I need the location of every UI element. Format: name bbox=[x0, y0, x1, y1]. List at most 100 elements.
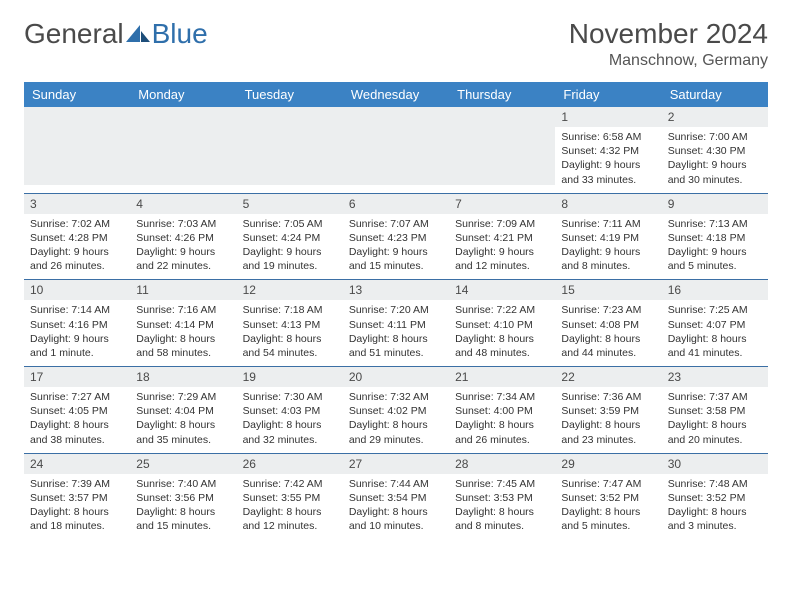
sunrise-text: Sunrise: 6:58 AM bbox=[561, 130, 655, 144]
day-content: Sunrise: 7:25 AMSunset: 4:07 PMDaylight:… bbox=[662, 300, 768, 366]
day-cell: 18Sunrise: 7:29 AMSunset: 4:04 PMDayligh… bbox=[130, 367, 236, 454]
day-number: 29 bbox=[555, 454, 661, 474]
day-content: Sunrise: 7:48 AMSunset: 3:52 PMDaylight:… bbox=[662, 474, 768, 540]
day-cell: 9Sunrise: 7:13 AMSunset: 4:18 PMDaylight… bbox=[662, 193, 768, 280]
day-cell: 23Sunrise: 7:37 AMSunset: 3:58 PMDayligh… bbox=[662, 367, 768, 454]
daylight-text: Daylight: 8 hours and 58 minutes. bbox=[136, 332, 230, 360]
daylight-text: Daylight: 8 hours and 41 minutes. bbox=[668, 332, 762, 360]
day-content: Sunrise: 7:34 AMSunset: 4:00 PMDaylight:… bbox=[449, 387, 555, 453]
day-number: 27 bbox=[343, 454, 449, 474]
day-content: Sunrise: 7:18 AMSunset: 4:13 PMDaylight:… bbox=[237, 300, 343, 366]
daylight-text: Daylight: 9 hours and 30 minutes. bbox=[668, 158, 762, 186]
day-number: 30 bbox=[662, 454, 768, 474]
sunset-text: Sunset: 4:10 PM bbox=[455, 318, 549, 332]
day-content: Sunrise: 7:03 AMSunset: 4:26 PMDaylight:… bbox=[130, 214, 236, 280]
sunrise-text: Sunrise: 7:42 AM bbox=[243, 477, 337, 491]
day-cell: 21Sunrise: 7:34 AMSunset: 4:00 PMDayligh… bbox=[449, 367, 555, 454]
day-cell: 20Sunrise: 7:32 AMSunset: 4:02 PMDayligh… bbox=[343, 367, 449, 454]
day-number: 18 bbox=[130, 367, 236, 387]
day-cell bbox=[24, 107, 130, 193]
day-content bbox=[130, 127, 236, 185]
daylight-text: Daylight: 9 hours and 33 minutes. bbox=[561, 158, 655, 186]
logo-word2: Blue bbox=[152, 18, 208, 50]
day-number: 8 bbox=[555, 194, 661, 214]
daylight-text: Daylight: 8 hours and 38 minutes. bbox=[30, 418, 124, 446]
day-content: Sunrise: 7:27 AMSunset: 4:05 PMDaylight:… bbox=[24, 387, 130, 453]
sunrise-text: Sunrise: 7:25 AM bbox=[668, 303, 762, 317]
sunrise-text: Sunrise: 7:44 AM bbox=[349, 477, 443, 491]
logo-word1: General bbox=[24, 18, 124, 50]
daylight-text: Daylight: 8 hours and 26 minutes. bbox=[455, 418, 549, 446]
day-number: 24 bbox=[24, 454, 130, 474]
week-row: 24Sunrise: 7:39 AMSunset: 3:57 PMDayligh… bbox=[24, 453, 768, 539]
day-content: Sunrise: 7:11 AMSunset: 4:19 PMDaylight:… bbox=[555, 214, 661, 280]
day-number: 25 bbox=[130, 454, 236, 474]
day-cell bbox=[449, 107, 555, 193]
logo: General Blue bbox=[24, 18, 208, 50]
sunset-text: Sunset: 4:04 PM bbox=[136, 404, 230, 418]
day-cell bbox=[343, 107, 449, 193]
day-number: 23 bbox=[662, 367, 768, 387]
day-cell: 15Sunrise: 7:23 AMSunset: 4:08 PMDayligh… bbox=[555, 280, 661, 367]
sunrise-text: Sunrise: 7:03 AM bbox=[136, 217, 230, 231]
sunset-text: Sunset: 3:53 PM bbox=[455, 491, 549, 505]
day-number: 1 bbox=[555, 107, 661, 127]
daylight-text: Daylight: 8 hours and 29 minutes. bbox=[349, 418, 443, 446]
day-content: Sunrise: 7:39 AMSunset: 3:57 PMDaylight:… bbox=[24, 474, 130, 540]
day-number bbox=[24, 107, 130, 127]
sunset-text: Sunset: 3:52 PM bbox=[561, 491, 655, 505]
day-cell: 13Sunrise: 7:20 AMSunset: 4:11 PMDayligh… bbox=[343, 280, 449, 367]
daylight-text: Daylight: 9 hours and 19 minutes. bbox=[243, 245, 337, 273]
day-number: 16 bbox=[662, 280, 768, 300]
day-cell bbox=[237, 107, 343, 193]
daylight-text: Daylight: 8 hours and 54 minutes. bbox=[243, 332, 337, 360]
daylight-text: Daylight: 8 hours and 32 minutes. bbox=[243, 418, 337, 446]
day-cell: 4Sunrise: 7:03 AMSunset: 4:26 PMDaylight… bbox=[130, 193, 236, 280]
sunset-text: Sunset: 4:28 PM bbox=[30, 231, 124, 245]
day-content: Sunrise: 7:22 AMSunset: 4:10 PMDaylight:… bbox=[449, 300, 555, 366]
day-content: Sunrise: 7:13 AMSunset: 4:18 PMDaylight:… bbox=[662, 214, 768, 280]
sunrise-text: Sunrise: 7:20 AM bbox=[349, 303, 443, 317]
day-content bbox=[449, 127, 555, 185]
location: Manschnow, Germany bbox=[569, 52, 768, 70]
sunset-text: Sunset: 4:16 PM bbox=[30, 318, 124, 332]
day-number: 4 bbox=[130, 194, 236, 214]
sunset-text: Sunset: 3:59 PM bbox=[561, 404, 655, 418]
day-cell: 11Sunrise: 7:16 AMSunset: 4:14 PMDayligh… bbox=[130, 280, 236, 367]
day-content: Sunrise: 7:20 AMSunset: 4:11 PMDaylight:… bbox=[343, 300, 449, 366]
daylight-text: Daylight: 8 hours and 35 minutes. bbox=[136, 418, 230, 446]
day-number: 14 bbox=[449, 280, 555, 300]
day-cell: 14Sunrise: 7:22 AMSunset: 4:10 PMDayligh… bbox=[449, 280, 555, 367]
day-content: Sunrise: 7:29 AMSunset: 4:04 PMDaylight:… bbox=[130, 387, 236, 453]
sunrise-text: Sunrise: 7:05 AM bbox=[243, 217, 337, 231]
sunrise-text: Sunrise: 7:22 AM bbox=[455, 303, 549, 317]
day-number: 5 bbox=[237, 194, 343, 214]
day-number: 28 bbox=[449, 454, 555, 474]
sunrise-text: Sunrise: 7:13 AM bbox=[668, 217, 762, 231]
daylight-text: Daylight: 8 hours and 8 minutes. bbox=[455, 505, 549, 533]
day-number: 12 bbox=[237, 280, 343, 300]
day-content: Sunrise: 7:30 AMSunset: 4:03 PMDaylight:… bbox=[237, 387, 343, 453]
title-block: November 2024 Manschnow, Germany bbox=[569, 18, 768, 70]
sunrise-text: Sunrise: 7:32 AM bbox=[349, 390, 443, 404]
day-number bbox=[237, 107, 343, 127]
day-header: Saturday bbox=[662, 82, 768, 107]
sunrise-text: Sunrise: 7:40 AM bbox=[136, 477, 230, 491]
day-content bbox=[343, 127, 449, 185]
day-content bbox=[24, 127, 130, 185]
day-number bbox=[130, 107, 236, 127]
daylight-text: Daylight: 8 hours and 18 minutes. bbox=[30, 505, 124, 533]
sunset-text: Sunset: 4:19 PM bbox=[561, 231, 655, 245]
day-number: 11 bbox=[130, 280, 236, 300]
sunset-text: Sunset: 4:14 PM bbox=[136, 318, 230, 332]
sunrise-text: Sunrise: 7:47 AM bbox=[561, 477, 655, 491]
daylight-text: Daylight: 8 hours and 10 minutes. bbox=[349, 505, 443, 533]
day-number: 9 bbox=[662, 194, 768, 214]
sunset-text: Sunset: 4:21 PM bbox=[455, 231, 549, 245]
day-number: 20 bbox=[343, 367, 449, 387]
day-number: 21 bbox=[449, 367, 555, 387]
sunset-text: Sunset: 3:55 PM bbox=[243, 491, 337, 505]
day-content: Sunrise: 7:32 AMSunset: 4:02 PMDaylight:… bbox=[343, 387, 449, 453]
day-cell: 12Sunrise: 7:18 AMSunset: 4:13 PMDayligh… bbox=[237, 280, 343, 367]
sunset-text: Sunset: 4:05 PM bbox=[30, 404, 124, 418]
